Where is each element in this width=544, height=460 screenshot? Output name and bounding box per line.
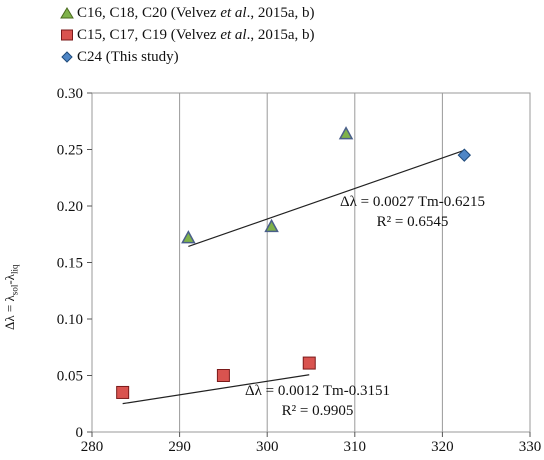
y-tick-label: 0.20	[57, 199, 83, 215]
diamond-point	[457, 148, 472, 162]
marks-layer	[116, 126, 472, 399]
legend-item-diamond: C24 (This study)	[60, 46, 314, 68]
y-tick-label: 0.10	[57, 312, 83, 328]
trendline-layer	[122, 149, 465, 405]
legend-item-triangle: C16, C18, C20 (Velvez et al., 2015a, b)	[60, 2, 314, 24]
legend-label: C16, C18, C20 (Velvez et al., 2015a, b)	[77, 5, 315, 21]
triangle-point	[338, 126, 354, 140]
legend-item-square: C15, C17, C19 (Velvez et al., 2015a, b)	[60, 24, 314, 46]
legend: C16, C18, C20 (Velvez et al., 2015a, b) …	[60, 2, 314, 68]
equation-text: Δλ = 0.0027 Tm-0.6215	[340, 194, 485, 210]
square-point	[216, 369, 230, 382]
r-squared-text: R² = 0.6545	[376, 214, 449, 230]
square-point	[302, 356, 316, 370]
x-tick-label: 330	[519, 439, 542, 455]
triangle-point	[264, 218, 279, 233]
y-tick-label: 0.15	[57, 256, 83, 272]
y-tick-label: 0	[76, 425, 84, 441]
x-tick-label: 300	[256, 439, 279, 455]
y-axis-label: Δλ = λsol-λliq	[2, 264, 20, 330]
lower-trendline-equation: Δλ = 0.0012 Tm-0.3151 R² = 0.9905	[245, 381, 390, 421]
upper-trendline-equation: Δλ = 0.0027 Tm-0.6215 R² = 0.6545	[340, 192, 485, 232]
triangle-point	[181, 230, 196, 244]
y-tick-label: 0.05	[57, 369, 83, 385]
r-squared-text: R² = 0.9905	[281, 403, 354, 419]
legend-label: C15, C17, C19 (Velvez et al., 2015a, b)	[77, 27, 315, 43]
x-tick-label: 320	[431, 439, 454, 455]
equation-text: Δλ = 0.0012 Tm-0.3151	[245, 383, 390, 399]
square-point	[116, 385, 130, 399]
square-icon	[61, 29, 73, 41]
y-tick-label: 0.30	[57, 86, 83, 102]
x-tick-label: 280	[81, 439, 104, 455]
triangle-icon	[60, 7, 74, 19]
diamond-icon	[61, 51, 73, 63]
y-tick-label: 0.25	[57, 143, 83, 159]
axes-layer: 280 290 300 310 320 330 0 0.05 0.10 0.15 0.20 0.25 0…	[57, 86, 542, 455]
legend-label: C24 (This study)	[77, 49, 179, 65]
trendline	[122, 374, 310, 405]
x-tick-label: 290	[168, 439, 191, 455]
trendline	[188, 149, 465, 248]
x-tick-label: 310	[344, 439, 367, 455]
